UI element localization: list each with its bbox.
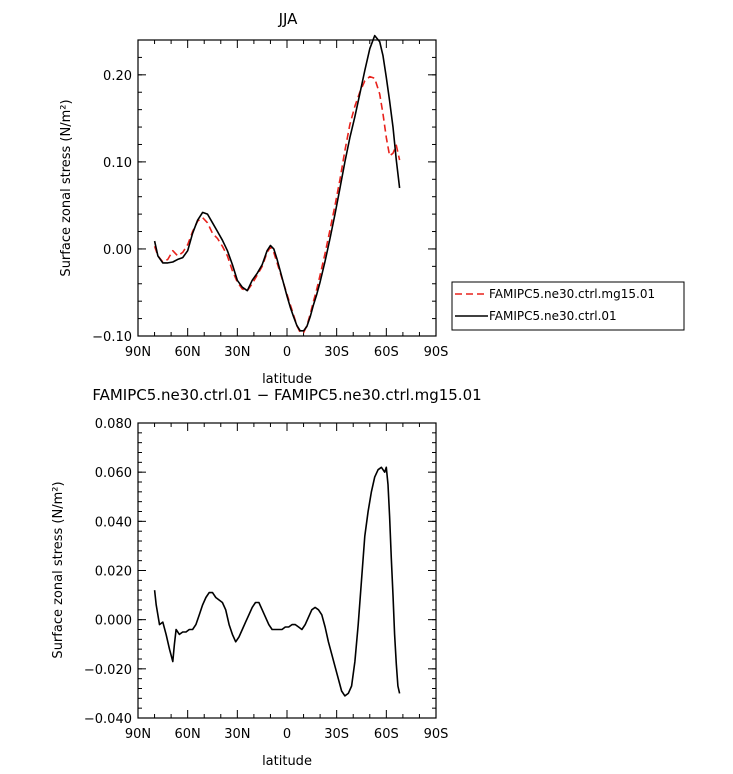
legend-label-ctrl: FAMIPC5.ne30.ctrl.01 [489,309,617,323]
x-tick-label: 60N [175,345,201,360]
series-line-famipc5-ne30-ctrl-mg15-01 [153,75,401,334]
y-tick-label: 0.10 [103,156,132,171]
series-line-famipc5-ne30-ctrl-01 [153,34,401,332]
chart-top-series [153,34,401,334]
y-tick-label: 0.020 [95,565,132,580]
x-tick-label: 60S [374,345,399,360]
y-tick-label: 0.060 [95,466,132,481]
y-tick-label: −0.020 [84,663,132,678]
x-tick-label: 90S [424,345,449,360]
chart-bottom: FAMIPC5.ne30.ctrl.01 − FAMIPC5.ne30.ctrl… [51,386,482,769]
chart-top-ticks: 90N 60N 30N 0 30S 60S 90S −0.10 0.00 0.10 0.20 [92,39,449,360]
y-tick-label: 0.20 [103,69,132,84]
x-tick-label: 90S [424,727,449,742]
x-tick-label: 60S [374,727,399,742]
y-tick-label: −0.040 [84,712,132,727]
x-tick-label: 30N [224,727,250,742]
legend: FAMIPC5.ne30.ctrl.mg15.01 FAMIPC5.ne30.c… [451,281,685,331]
y-tick-label: 0.00 [103,243,132,258]
x-tick-label: 0 [283,345,291,360]
chart-bottom-ticks: 90N 60N 30N 0 30S 60S 90S −0.040 −0.020 0.000 0.02… [84,417,449,742]
legend-label-mg15: FAMIPC5.ne30.ctrl.mg15.01 [489,287,655,301]
y-tick-label: 0.080 [95,417,132,432]
y-tick-label: −0.10 [92,330,132,345]
y-tick-label: 0.040 [95,515,132,530]
chart-top-plot-area [137,39,437,337]
series-line-difference [153,466,401,697]
x-tick-label: 30S [324,345,349,360]
x-tick-label: 30N [224,345,250,360]
x-tick-label: 0 [283,727,291,742]
x-tick-label: 90N [125,345,151,360]
chart-bottom-y-axis-label: Surface zonal stress (N/m²) [51,481,66,658]
x-tick-label: 90N [125,727,151,742]
x-tick-label: 30S [324,727,349,742]
chart-top: JJA 90N 60N 30N 0 30S 60S 90S −0.10 0.00 0.10 0.20… [59,10,448,387]
chart-bottom-x-axis-label: latitude [262,754,312,769]
chart-top-y-axis-label: Surface zonal stress (N/m²) [59,99,74,276]
y-tick-label: 0.000 [95,614,132,629]
legend-box [451,281,685,331]
chart-bottom-title: FAMIPC5.ne30.ctrl.01 − FAMIPC5.ne30.ctrl… [92,386,481,404]
chart-top-x-axis-label: latitude [262,372,312,387]
x-tick-label: 60N [175,727,201,742]
chart-bottom-series [153,466,401,697]
chart-top-title: JJA [278,10,299,28]
